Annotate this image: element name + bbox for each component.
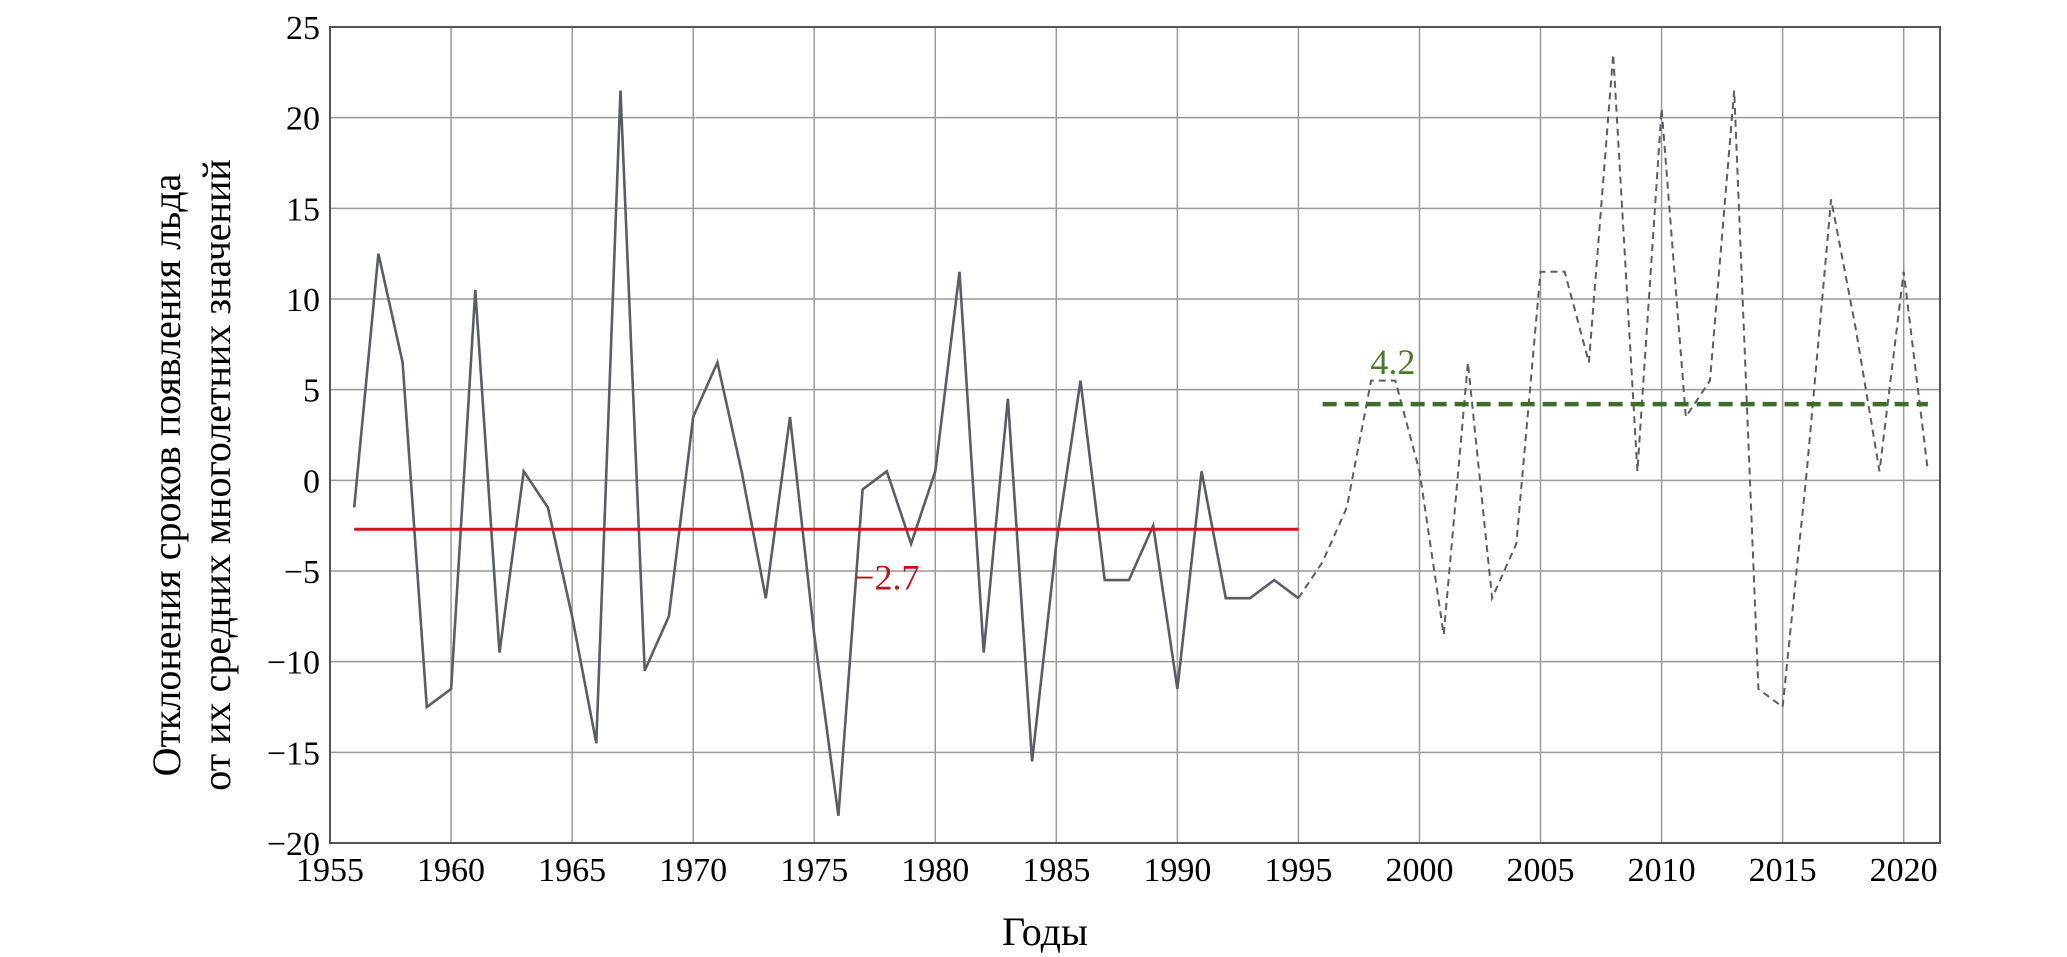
plot-frame — [329, 26, 1941, 844]
y-axis-title-line-2: от их средних многолетних значений — [194, 159, 239, 791]
x-tick-label: 1965 — [538, 852, 606, 889]
mean-layer — [354, 401, 1928, 531]
x-tick-label: 2010 — [1628, 852, 1696, 889]
x-tick-label: 2020 — [1870, 852, 1938, 889]
y-tick-label: 15 — [286, 191, 320, 228]
y-tick-label: 5 — [303, 373, 320, 410]
annot-layer: −2.7 4.2 — [854, 342, 1415, 597]
mean-label-1: −2.7 — [854, 557, 919, 597]
x-tick-label: 1960 — [417, 852, 485, 889]
y-tick-label: −20 — [267, 826, 320, 863]
y-tick-label: 10 — [286, 282, 320, 319]
ticks: 1955 1960 1965 1970 1975 1980 1985 1990 1995 2000… — [267, 10, 1938, 889]
x-tick-label: 1970 — [659, 852, 727, 889]
y-tick-label: −10 — [267, 645, 320, 682]
x-tick-label: 2000 — [1385, 852, 1453, 889]
y-tick-label: 20 — [286, 101, 320, 138]
y-tick-label: −15 — [267, 735, 320, 772]
x-tick-label: 1985 — [1022, 852, 1090, 889]
series-line-1 — [352, 90, 1300, 816]
y-tick-label: 0 — [303, 463, 320, 500]
y-axis-title-line-1: Отклонения сроков появления льда — [144, 173, 189, 776]
x-tick-label: 1955 — [296, 852, 364, 889]
y-axis-title: Отклонения сроков появления льда от их с… — [144, 159, 239, 791]
y-tick-label: 25 — [286, 10, 320, 47]
series-layer — [352, 54, 1929, 816]
x-tick-label: 1995 — [1264, 852, 1332, 889]
x-axis-title: Годы — [1002, 909, 1088, 954]
x-tick-label: 2015 — [1749, 852, 1817, 889]
y-tick-label: −5 — [284, 554, 320, 591]
x-tick-label: 1980 — [901, 852, 969, 889]
x-tick-label: 1990 — [1143, 852, 1211, 889]
mean-label-2: 4.2 — [1370, 342, 1415, 382]
x-tick-label: 2005 — [1507, 852, 1575, 889]
grid — [329, 26, 1940, 844]
x-tick-label: 1975 — [780, 852, 848, 889]
